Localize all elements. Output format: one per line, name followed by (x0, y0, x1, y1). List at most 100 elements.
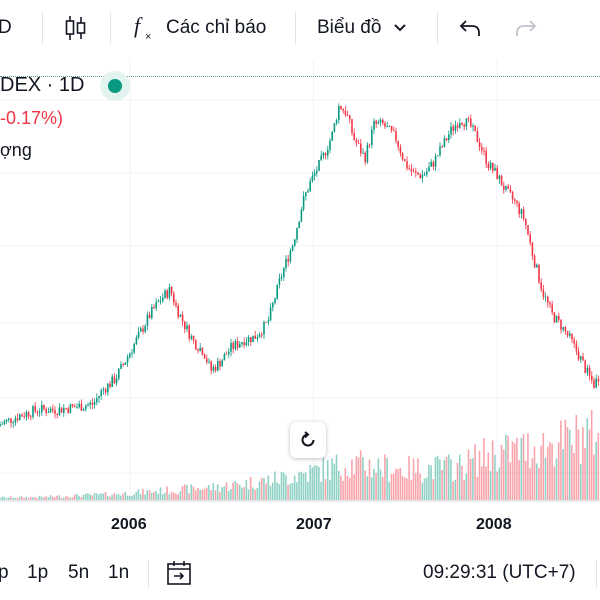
candle-body (452, 126, 454, 131)
interval-button[interactable]: D (0, 0, 12, 56)
volume-bar (91, 495, 94, 500)
volume-bar (287, 484, 289, 500)
candle-body (547, 296, 549, 303)
indicators-button[interactable]: f × Các chỉ báo (132, 0, 266, 56)
chart-type-label: Biểu đồ (317, 17, 382, 38)
candle-body (371, 129, 373, 145)
volume-bar (511, 441, 514, 500)
candle-body (483, 150, 485, 152)
goto-date-button[interactable] (166, 546, 194, 600)
volume-bar (329, 479, 331, 500)
candle-body (470, 118, 472, 127)
candle-body (439, 146, 441, 156)
candle-body (492, 162, 494, 171)
volume-bar (377, 458, 380, 500)
volume-bar (419, 473, 421, 500)
volume-bar (364, 470, 366, 500)
volume-bar (65, 496, 67, 500)
fx-icon: f × (134, 13, 151, 43)
volume-bar (441, 469, 443, 500)
undo-button[interactable] (458, 0, 482, 56)
candle-body (514, 199, 516, 201)
candle-body (338, 106, 340, 121)
candle-body (47, 412, 50, 414)
candle-body (591, 375, 593, 381)
volume-bar (452, 481, 454, 500)
volume-bar (258, 481, 261, 500)
candle-body (148, 314, 151, 319)
candle-body (593, 380, 595, 388)
candle-body (276, 284, 278, 299)
candle-body (298, 221, 300, 229)
candle-body (111, 376, 113, 387)
candle-body (100, 390, 102, 397)
candle-body (305, 192, 307, 197)
volume-bar (137, 489, 140, 500)
volume-bar (384, 454, 386, 500)
redo-button[interactable] (514, 0, 538, 56)
candle-body (228, 351, 230, 355)
redo-icon (516, 20, 537, 36)
volume-bar (593, 454, 595, 500)
candle-body (384, 123, 386, 127)
candle-body (221, 360, 223, 367)
volume-bar (142, 488, 144, 500)
candle-body (584, 360, 586, 373)
symbol-title[interactable]: DEX · 1D (0, 74, 85, 96)
range-button[interactable]: p (0, 562, 9, 583)
volume-bar (89, 494, 91, 500)
candle-body (507, 186, 509, 189)
candle-body (23, 416, 25, 418)
volume-bar (249, 476, 252, 500)
volume-bar (410, 479, 413, 500)
bottom-divider (596, 560, 597, 588)
candle-body (582, 356, 584, 361)
chevron-down-icon (394, 24, 407, 32)
candle-body (309, 181, 311, 191)
market-status-indicator[interactable] (100, 71, 130, 101)
candle-body (247, 337, 250, 343)
candle-body (192, 335, 195, 341)
volume-bar (346, 475, 349, 500)
clock-time[interactable]: 09:29:31 (UTC+7) (423, 562, 576, 583)
volume-bar (392, 473, 395, 500)
volume-bar (300, 471, 303, 500)
volume-bar (208, 484, 210, 500)
candle-body (573, 339, 575, 344)
range-button[interactable]: 1n (108, 562, 130, 583)
candle-body (333, 123, 336, 132)
volume-bar (397, 469, 399, 500)
candle-body (236, 341, 239, 348)
candle-body (1, 423, 3, 425)
volume-bar (36, 498, 39, 500)
candle-body (445, 138, 448, 141)
candle-body (170, 286, 173, 294)
candle-body (120, 364, 122, 369)
chart-style-button[interactable] (64, 0, 88, 56)
volume-bar (485, 466, 487, 500)
candle-body (516, 200, 518, 204)
volume-bar (102, 493, 105, 500)
top-toolbar: D f × Các chỉ báo Biểu đồ (0, 0, 600, 56)
range-button[interactable]: 1p (27, 562, 49, 583)
candle-body (586, 367, 589, 373)
volume-bar (32, 497, 34, 500)
volume-bar (494, 454, 496, 500)
candle-body (168, 286, 171, 298)
interval-label: D (0, 17, 12, 38)
volume-bar (205, 487, 208, 500)
candle-body (351, 119, 353, 134)
candle-body (283, 268, 285, 277)
chart-type-dropdown[interactable]: Biểu đồ (317, 0, 407, 56)
candle-body (113, 376, 116, 384)
volume-bar (38, 495, 41, 500)
volume-bar (335, 454, 338, 500)
volume-bar (333, 463, 336, 500)
candle-body (390, 125, 393, 131)
candle-body (122, 364, 124, 365)
candle-body (217, 360, 219, 371)
reset-chart-button[interactable] (290, 422, 326, 458)
volume-bar (324, 479, 327, 500)
range-button[interactable]: 5n (68, 562, 90, 583)
